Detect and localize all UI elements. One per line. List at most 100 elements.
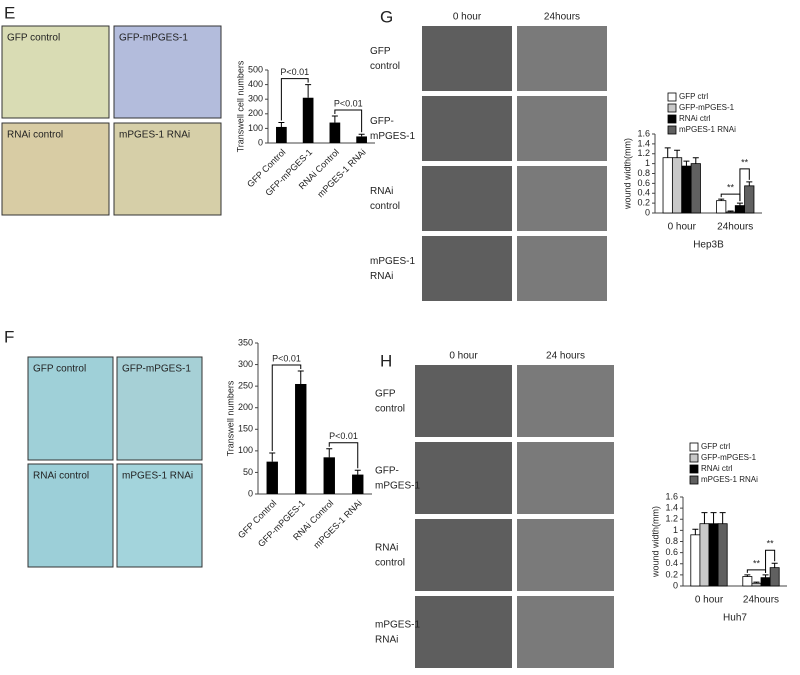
y-tick-label: 300 (238, 359, 253, 369)
row-label: control (375, 558, 405, 569)
row-label: RNAi (370, 271, 393, 282)
y-tick-label: 1 (673, 525, 678, 535)
annotation: P<0.01 (334, 98, 363, 108)
error-bar (278, 122, 285, 127)
annotation: ** (767, 539, 775, 549)
error-bar (771, 562, 778, 568)
micrograph (116, 356, 203, 461)
y-tick-label: 0.4 (637, 188, 650, 198)
panel-letter: F (4, 327, 14, 346)
bar (690, 534, 701, 587)
y-axis-label: Transwell cell numbers (235, 60, 245, 152)
micrograph (422, 166, 512, 231)
y-tick-label: 0 (248, 488, 253, 498)
micrograph (422, 96, 512, 161)
row-label: control (370, 201, 400, 212)
legend-swatch (667, 125, 677, 135)
y-tick-label: 200 (238, 402, 253, 412)
significance-bracket (746, 569, 767, 573)
error-bar (354, 469, 361, 475)
panel-letter: E (4, 3, 15, 22)
micrograph (1, 122, 110, 216)
legend-label: GFP ctrl (679, 92, 708, 101)
row-label: mPGES-1 (370, 131, 415, 142)
y-axis-label: Transwell numbers (225, 380, 235, 456)
error-bar (719, 512, 726, 524)
x-tick-label: GFP-mPGES-1 (263, 147, 314, 198)
micrograph (113, 122, 222, 216)
significance-bracket (328, 442, 359, 469)
error-bar (746, 181, 753, 186)
y-tick-label: 0.8 (665, 536, 678, 546)
error-bar (727, 210, 734, 213)
legend-label: GFP ctrl (701, 442, 730, 451)
significance-bracket (334, 109, 363, 133)
y-tick-label: 0 (645, 207, 650, 217)
legend-swatch (689, 453, 699, 463)
bar (751, 582, 762, 587)
y-tick-label: 400 (248, 79, 263, 89)
significance-bracket (280, 78, 309, 121)
y-tick-label: 250 (238, 381, 253, 391)
legend-swatch (667, 114, 677, 124)
row-label: mPGES-1 (375, 481, 420, 492)
y-axis-label: wound width(mm) (622, 138, 632, 210)
micrograph (415, 596, 512, 668)
image-label: mPGES-1 RNAi (122, 471, 193, 482)
y-tick-label: 100 (248, 123, 263, 133)
bar (681, 165, 692, 214)
error-bar (701, 512, 708, 524)
micrograph (422, 236, 512, 301)
micrograph (517, 26, 607, 91)
column-header: 0 hour (449, 351, 478, 362)
bar (717, 523, 728, 587)
micrograph (1, 25, 110, 119)
error-bar (683, 160, 690, 167)
micrograph (415, 519, 512, 591)
micrograph (415, 365, 512, 437)
row-label: GFP (370, 46, 391, 57)
significance-bracket (765, 549, 776, 573)
y-tick-label: 0 (673, 580, 678, 590)
bar (734, 205, 746, 214)
bar (276, 126, 287, 143)
micrograph (517, 166, 607, 231)
bar (352, 474, 364, 494)
error-bar (297, 370, 304, 384)
annotation: ** (727, 183, 735, 193)
y-tick-label: 1.4 (637, 138, 650, 148)
row-label: RNAi (370, 186, 393, 197)
bar (744, 185, 755, 214)
micrograph (517, 596, 614, 668)
micrograph (517, 442, 614, 514)
y-tick-label: 300 (248, 94, 263, 104)
annotation: ** (753, 558, 761, 568)
y-tick-label: 1.6 (637, 128, 650, 138)
y-tick-label: 1.6 (665, 491, 678, 501)
legend-swatch (689, 442, 699, 452)
y-tick-label: 0.4 (665, 558, 678, 568)
legend-swatch (689, 475, 699, 485)
x-tick-label: 0 hour (695, 595, 724, 606)
bar (662, 157, 673, 214)
bar (760, 577, 771, 587)
row-label: control (370, 61, 400, 72)
legend-label: GFP-mPGES-1 (679, 103, 735, 112)
x-tick-label: 24hours (717, 222, 753, 233)
bar (356, 136, 367, 143)
y-tick-label: 1.4 (665, 503, 678, 513)
y-tick-label: 100 (238, 445, 253, 455)
y-tick-label: 0.2 (665, 569, 678, 579)
column-header: 24hours (544, 12, 580, 23)
y-tick-label: 1 (645, 158, 650, 168)
y-tick-label: 200 (248, 108, 263, 118)
error-bar (744, 574, 751, 577)
panel-letter: G (380, 7, 393, 26)
error-bar (692, 528, 699, 535)
error-bar (674, 149, 681, 158)
significance-bracket (271, 364, 302, 452)
error-bar (762, 574, 769, 578)
legend-label: mPGES-1 RNAi (679, 125, 736, 134)
x-tick-label: 0 hour (668, 222, 697, 233)
image-label: mPGES-1 RNAi (119, 130, 190, 141)
